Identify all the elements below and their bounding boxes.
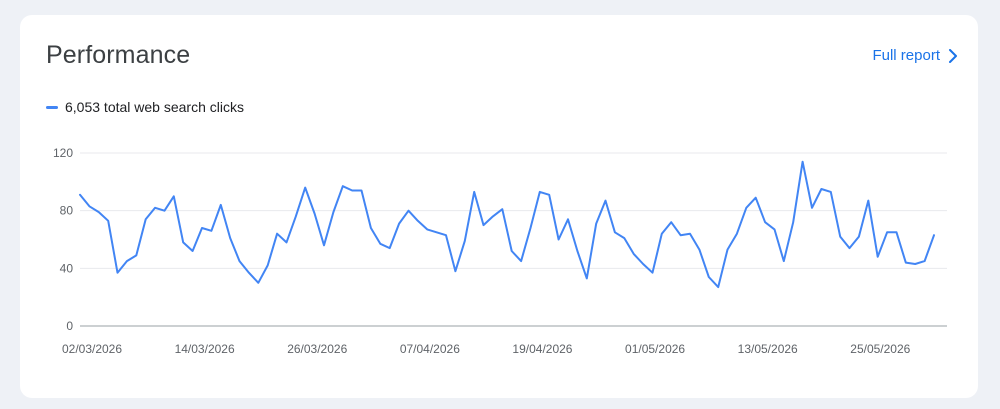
card-title: Performance — [46, 41, 191, 69]
clicks-line-chart: 0 40 80 120 02/03/2026 14/03/2026 26/03/2026 07… — [53, 146, 947, 356]
chart-legend: 6,053 total web search clicks — [46, 99, 244, 115]
x-tick-label: 26/03/2026 — [287, 342, 347, 356]
performance-card: Performance Full report 6,053 total web … — [20, 15, 978, 398]
y-tick-label: 0 — [66, 319, 73, 333]
x-tick-label: 13/05/2026 — [738, 342, 798, 356]
x-tick-label: 25/05/2026 — [850, 342, 910, 356]
chevron-right-icon — [949, 48, 957, 63]
legend-swatch — [46, 105, 58, 109]
full-report-link[interactable]: Full report — [872, 47, 958, 64]
y-tick-label: 80 — [60, 204, 74, 218]
y-tick-label: 40 — [60, 261, 74, 275]
x-tick-label: 19/04/2026 — [512, 342, 572, 356]
legend-label: 6,053 total web search clicks — [65, 99, 244, 115]
x-tick-label: 01/05/2026 — [625, 342, 685, 356]
full-report-label: Full report — [872, 47, 940, 64]
x-tick-label: 07/04/2026 — [400, 342, 460, 356]
clicks-series-line — [79, 160, 935, 289]
x-tick-label: 14/03/2026 — [175, 342, 235, 356]
x-tick-label: 02/03/2026 — [62, 342, 122, 356]
y-tick-label: 120 — [53, 146, 73, 160]
